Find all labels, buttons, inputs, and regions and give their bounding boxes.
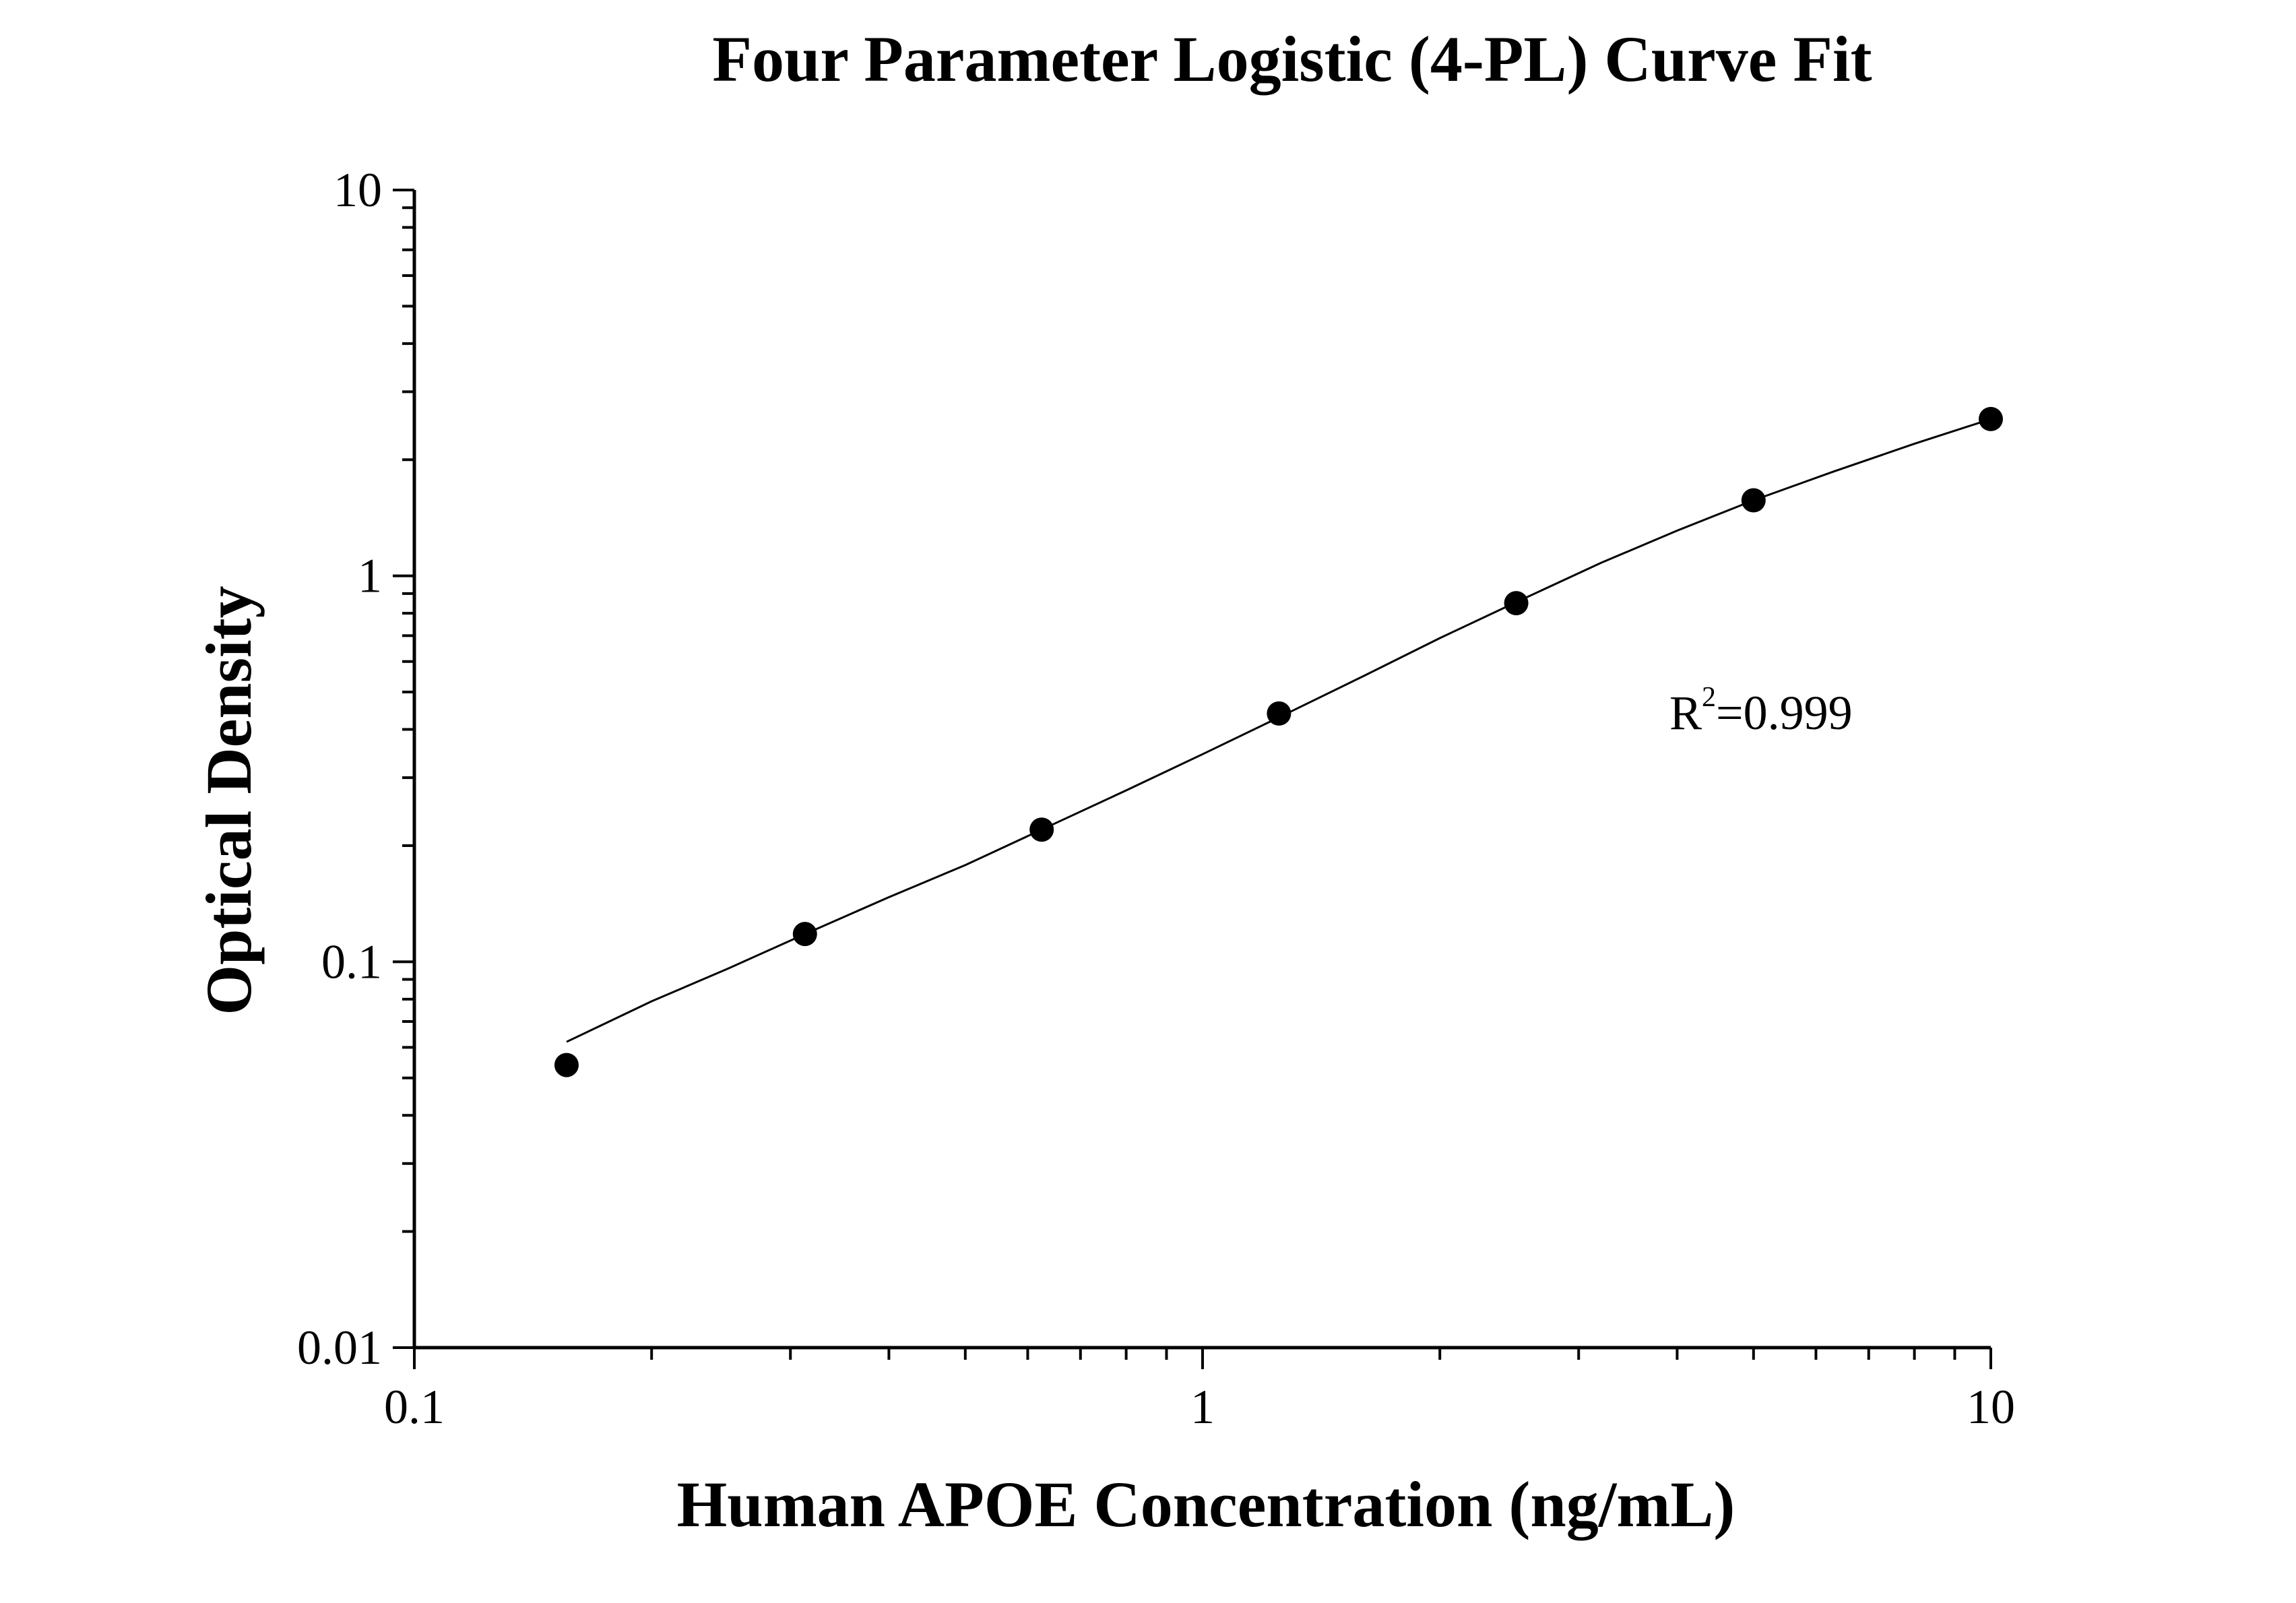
data-point bbox=[1741, 488, 1766, 513]
y-tick-label: 10 bbox=[333, 163, 382, 217]
y-tick-label: 0.1 bbox=[321, 935, 382, 988]
y-axis-label: Optical Density bbox=[193, 586, 265, 1015]
x-tick-label: 0.1 bbox=[384, 1380, 445, 1434]
x-axis-label: Human APOE Concentration (ng/mL) bbox=[677, 1468, 1735, 1540]
data-point bbox=[792, 922, 817, 947]
chart-title: Four Parameter Logistic (4-PL) Curve Fit bbox=[712, 23, 1872, 95]
data-point bbox=[1504, 591, 1529, 616]
x-axis-ticks: 0.1 1 10 bbox=[384, 1348, 2015, 1434]
r-squared-superscript: 2 bbox=[1702, 682, 1716, 713]
r-squared-annotation: R2=0.999 bbox=[1669, 682, 1853, 740]
y-tick-label: 1 bbox=[358, 549, 382, 603]
data-point bbox=[554, 1052, 579, 1077]
x-tick-label: 10 bbox=[1967, 1380, 2015, 1434]
axes bbox=[412, 190, 1991, 1350]
data-point bbox=[1267, 701, 1292, 726]
r-squared-value: =0.999 bbox=[1716, 686, 1853, 740]
y-axis-ticks: 0.01 0.1 1 10 bbox=[297, 163, 414, 1375]
y-tick-label: 0.01 bbox=[297, 1321, 382, 1375]
data-point bbox=[1979, 406, 2003, 431]
data-point bbox=[1029, 817, 1054, 842]
data-points bbox=[554, 406, 2003, 1077]
x-tick-label: 1 bbox=[1190, 1380, 1215, 1434]
r-squared-base: R bbox=[1669, 686, 1702, 740]
